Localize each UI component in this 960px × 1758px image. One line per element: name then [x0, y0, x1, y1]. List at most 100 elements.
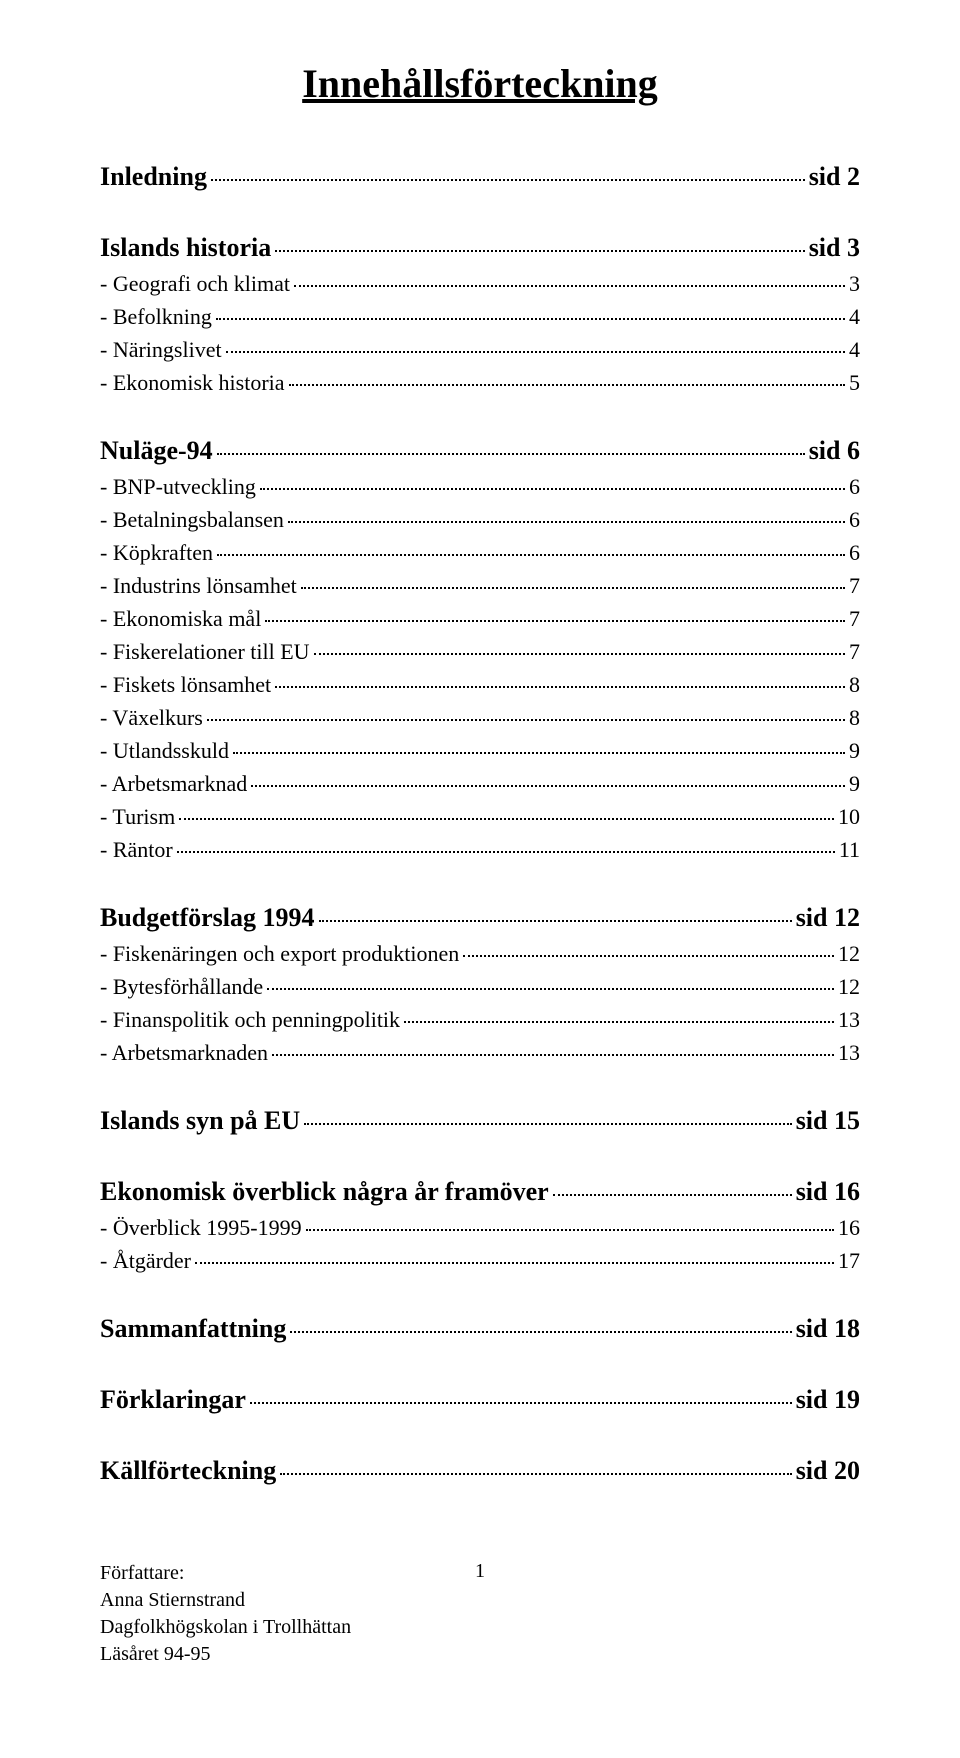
toc-leader-dots [195, 1262, 834, 1264]
toc-section: Budgetförslag 1994sid 12- Fiskenäringen … [100, 898, 860, 1069]
toc-section: Islands historia sid 3- Geografi och klim… [100, 228, 860, 399]
toc-item-label: - Fiskets lönsamhet [100, 668, 271, 701]
toc-item-label: - Arbetsmarknaden [100, 1036, 268, 1069]
toc-leader-dots [179, 818, 834, 820]
toc-heading-page: sid 20 [796, 1451, 860, 1490]
toc-heading-line: Budgetförslag 1994 sid 12 [100, 898, 860, 937]
toc-item-line: - Köpkraften 6 [100, 536, 860, 569]
toc-leader-dots [280, 1473, 791, 1475]
toc-item-label: - Fiskerelationer till EU [100, 635, 310, 668]
toc-item-page: 17 [838, 1244, 860, 1277]
toc-heading-page: sid 16 [796, 1172, 860, 1211]
toc-item-page: 13 [838, 1036, 860, 1069]
table-of-contents: Inledningsid 2 Islands historia sid 3- Geo… [100, 157, 860, 1490]
footer-page-number: 1 [475, 1560, 485, 1583]
toc-item-line: - Arbetsmarknad 9 [100, 767, 860, 800]
toc-heading-label: Islands historia [100, 228, 271, 267]
toc-leader-dots [275, 686, 845, 688]
toc-item-page: 7 [849, 569, 860, 602]
toc-item-page: 7 [849, 602, 860, 635]
toc-item-label: - Industrins lönsamhet [100, 569, 297, 602]
toc-item-line: - Växelkurs8 [100, 701, 860, 734]
toc-item-label: - Utlandsskuld [100, 734, 229, 767]
toc-item-page: 13 [838, 1003, 860, 1036]
toc-section: Nuläge-94 sid 6- BNP-utveckling6- Betalni… [100, 431, 860, 866]
toc-heading-line: Islands syn på EUsid 15 [100, 1101, 860, 1140]
toc-item-line: - Ekonomiska mål7 [100, 602, 860, 635]
toc-section: Källförteckningsid 20 [100, 1451, 860, 1490]
toc-leader-dots [314, 653, 845, 655]
toc-section: Förklaringarsid 19 [100, 1380, 860, 1419]
footer-school: Dagfolkhögskolan i Trollhättan [100, 1614, 860, 1641]
toc-item-label: - Betalningsbalansen [100, 503, 284, 536]
toc-section: Islands syn på EUsid 15 [100, 1101, 860, 1140]
toc-item-line: - Räntor11 [100, 833, 860, 866]
toc-heading-line: Källförteckningsid 20 [100, 1451, 860, 1490]
toc-leader-dots [463, 955, 834, 957]
toc-leader-dots [275, 250, 804, 252]
toc-heading-page: sid 12 [796, 898, 860, 937]
toc-section: Ekonomisk överblick några år framöver sid… [100, 1172, 860, 1277]
toc-heading-label: Islands syn på EU [100, 1101, 300, 1140]
footer-year: Läsåret 94-95 [100, 1641, 860, 1668]
toc-item-label: - Finanspolitik och penningpolitik [100, 1003, 400, 1036]
toc-item-label: - Växelkurs [100, 701, 203, 734]
toc-leader-dots [233, 752, 845, 754]
toc-item-line: - Näringslivet 4 [100, 333, 860, 366]
toc-heading-page: sid 6 [809, 431, 860, 470]
toc-item-label: - Överblick 1995-1999 [100, 1211, 302, 1244]
toc-item-page: 6 [849, 536, 860, 569]
toc-item-page: 6 [849, 470, 860, 503]
toc-item-label: - Näringslivet [100, 333, 222, 366]
toc-item-line: - Turism 10 [100, 800, 860, 833]
toc-heading-label: Budgetförslag 1994 [100, 898, 315, 937]
toc-heading-line: Inledningsid 2 [100, 157, 860, 196]
toc-heading-label: Ekonomisk överblick några år framöver [100, 1172, 549, 1211]
toc-leader-dots [226, 351, 845, 353]
toc-item-page: 9 [849, 734, 860, 767]
toc-item-line: - Finanspolitik och penningpolitik 13 [100, 1003, 860, 1036]
toc-item-line: - Bytesförhållande12 [100, 970, 860, 1003]
toc-item-line: - Ekonomisk historia5 [100, 366, 860, 399]
page-title: Innehållsförteckning [100, 60, 860, 107]
toc-heading-page: sid 3 [809, 228, 860, 267]
toc-item-page: 9 [849, 767, 860, 800]
toc-leader-dots [217, 453, 805, 455]
toc-item-line: - BNP-utveckling6 [100, 470, 860, 503]
toc-leader-dots [319, 920, 792, 922]
toc-leader-dots [304, 1123, 792, 1125]
toc-heading-page: sid 2 [809, 157, 860, 196]
toc-leader-dots [216, 318, 845, 320]
toc-item-line: - Fiskenäringen och export produktionen1… [100, 937, 860, 970]
toc-item-label: - Bytesförhållande [100, 970, 263, 1003]
toc-item-page: 4 [849, 300, 860, 333]
toc-leader-dots [217, 554, 845, 556]
toc-item-line: - Geografi och klimat3 [100, 267, 860, 300]
toc-item-page: 16 [838, 1211, 860, 1244]
toc-heading-label: Nuläge-94 [100, 431, 213, 470]
toc-item-label: - Arbetsmarknad [100, 767, 247, 800]
toc-leader-dots [294, 285, 845, 287]
toc-item-line: - Befolkning4 [100, 300, 860, 333]
toc-leader-dots [404, 1021, 834, 1023]
toc-item-line: - Betalningsbalansen6 [100, 503, 860, 536]
toc-item-page: 10 [838, 800, 860, 833]
toc-leader-dots [260, 488, 845, 490]
toc-leader-dots [290, 1331, 791, 1333]
toc-item-label: - Fiskenäringen och export produktionen [100, 937, 459, 970]
toc-leader-dots [207, 719, 845, 721]
toc-item-page: 4 [849, 333, 860, 366]
toc-item-label: - Köpkraften [100, 536, 213, 569]
toc-heading-line: Ekonomisk överblick några år framöver sid… [100, 1172, 860, 1211]
toc-heading-line: Sammanfattningsid 18 [100, 1309, 860, 1348]
toc-item-page: 7 [849, 635, 860, 668]
toc-item-label: - Turism [100, 800, 175, 833]
toc-heading-label: Sammanfattning [100, 1309, 286, 1348]
toc-leader-dots [301, 587, 845, 589]
toc-item-page: 8 [849, 668, 860, 701]
toc-item-line: - Utlandsskuld 9 [100, 734, 860, 767]
toc-leader-dots [211, 179, 805, 181]
footer-author-name: Anna Stiernstrand [100, 1587, 860, 1614]
toc-leader-dots [267, 988, 834, 990]
toc-heading-page: sid 19 [796, 1380, 860, 1419]
